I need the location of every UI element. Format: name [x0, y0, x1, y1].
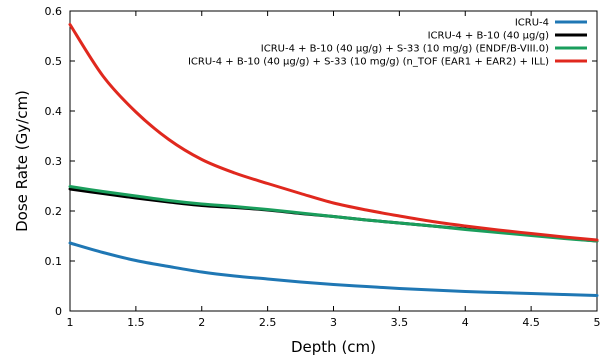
x-tick-label: 3.5 [391, 316, 409, 329]
x-tick-label: 1 [67, 316, 74, 329]
y-axis-title: Dose Rate (Gy/cm) [13, 90, 31, 232]
series-line-3 [68, 185, 599, 243]
y-tick-label: 0.5 [45, 55, 63, 68]
y-tick-label: 0.3 [45, 155, 63, 168]
x-axis-title: Depth (cm) [291, 338, 376, 356]
series-lines [68, 23, 599, 297]
legend-label: ICRU-4 + B-10 (40 µg/g) [428, 31, 550, 42]
axis-ticks: 1 1.5 2 2.5 3 3.5 4 4.5 5 0 0.1 0.2 0.3 0.4 0.5 0.6 [45, 5, 601, 329]
x-tick-label: 2 [198, 316, 205, 329]
y-tick-label: 0.6 [45, 5, 63, 18]
series-line-4 [68, 23, 599, 242]
y-tick-label: 0.1 [45, 255, 63, 268]
legend-label: ICRU-4 + B-10 (40 µg/g) + S-33 (10 mg/g)… [261, 44, 549, 55]
legend: ICRU-4 ICRU-4 + B-10 (40 µg/g) ICRU-4 + B-… [188, 18, 587, 68]
x-tick-label: 1.5 [127, 316, 145, 329]
y-tick-label: 0.2 [45, 205, 63, 218]
x-tick-label: 4.5 [522, 316, 540, 329]
x-tick-label: 5 [594, 316, 601, 329]
x-tick-label: 2.5 [259, 316, 277, 329]
series-line-1 [68, 241, 599, 297]
legend-label: ICRU-4 [515, 18, 549, 29]
y-tick-label: 0.4 [45, 105, 63, 118]
y-tick-label: 0 [55, 305, 62, 318]
x-tick-label: 4 [462, 316, 469, 329]
legend-label: ICRU-4 + B-10 (40 µg/g) + S-33 (10 mg/g)… [188, 57, 549, 68]
x-tick-label: 3 [330, 316, 337, 329]
